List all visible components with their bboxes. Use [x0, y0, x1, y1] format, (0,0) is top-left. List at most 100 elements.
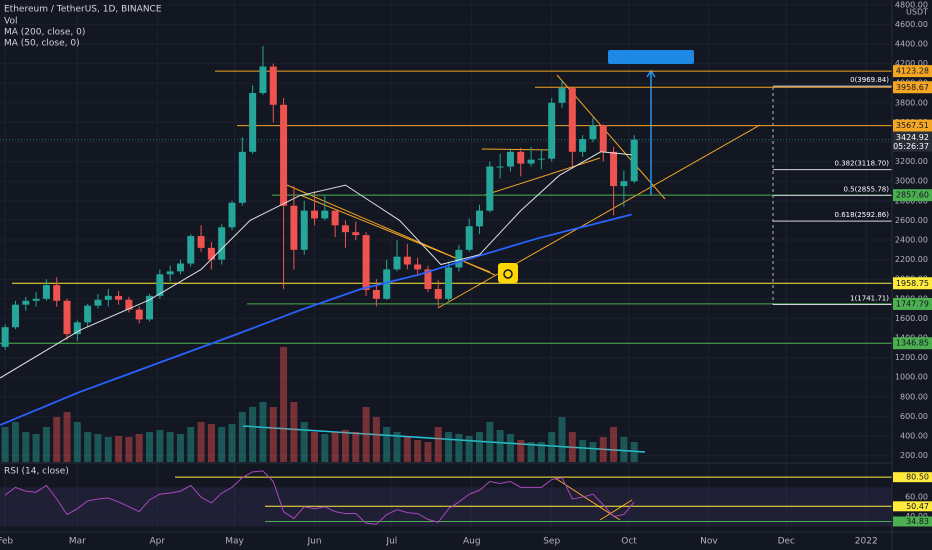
y-tick-label: 200.00: [900, 451, 928, 460]
volume-bar: [146, 432, 154, 462]
candle-body: [362, 235, 370, 290]
candle-body: [414, 264, 422, 270]
drawings: [0, 50, 892, 522]
measure-box: [608, 50, 694, 64]
fib-label: 0.382(3118.70): [835, 160, 890, 168]
candle-body: [527, 159, 535, 164]
candle-body: [372, 289, 380, 299]
candle-body: [568, 88, 576, 152]
candle-body: [537, 158, 545, 160]
y-tick-label: 3800.00: [895, 98, 928, 107]
candle-body: [630, 139, 638, 182]
volume-bar: [290, 402, 298, 462]
candle-body: [496, 166, 504, 168]
x-tick-label: Mar: [69, 537, 86, 547]
candle-body: [63, 300, 71, 335]
candle-body: [280, 104, 288, 206]
candle-body: [94, 299, 102, 306]
y-tick-label: 2200.00: [895, 255, 928, 264]
volume-bar: [104, 437, 112, 462]
volume-bar: [311, 432, 319, 462]
x-tick-label: Sep: [543, 537, 560, 547]
x-tick-label: Nov: [700, 537, 718, 547]
volume-bar: [269, 407, 277, 462]
volume-bar: [1, 427, 9, 462]
volume-bar: [228, 424, 236, 462]
candle-body: [146, 295, 154, 320]
volume-bar: [455, 434, 463, 462]
candle-body: [445, 267, 453, 299]
candle-body: [331, 210, 339, 226]
volume-bar: [218, 427, 226, 462]
marks: [0, 45, 638, 525]
candle-body: [300, 210, 308, 250]
volume-bar: [280, 347, 288, 462]
volume-bar: [517, 440, 525, 462]
volume-bar: [393, 432, 401, 462]
rsi-trendline: [599, 499, 633, 521]
countdown-label: 05:26:37: [893, 142, 929, 151]
candle-body: [599, 125, 607, 152]
candle-body: [383, 269, 391, 299]
y-tick-label: 1600.00: [895, 314, 928, 323]
candle-body: [104, 295, 112, 300]
volume-bar: [11, 422, 19, 462]
moving-average: [0, 151, 632, 379]
volume-bar: [115, 436, 123, 462]
candle-body: [620, 181, 628, 187]
candle-body: [32, 298, 40, 301]
volume-bar: [176, 434, 184, 462]
volume-bar: [579, 440, 587, 462]
candle-body: [238, 151, 246, 203]
volume-bar: [465, 436, 473, 462]
level-label: 1346.85: [896, 339, 929, 348]
candle-body: [476, 210, 484, 227]
volume-bar: [445, 432, 453, 462]
volume-bar: [84, 432, 92, 462]
y-tick-label: 4800.00: [895, 0, 928, 9]
volume-bar: [434, 427, 442, 462]
fib-label: 1(1741.71): [850, 295, 889, 303]
y-tick-label: 4200.00: [895, 59, 928, 68]
y-tick-label: 2400.00: [895, 236, 928, 245]
volume-bar: [135, 434, 143, 462]
y-tick-label: 4600.00: [895, 20, 928, 29]
y-tick-label: 4400.00: [895, 40, 928, 49]
volume-bar: [341, 430, 349, 462]
rsi-legend: RSI (14, close): [4, 467, 69, 477]
candle-body: [321, 210, 329, 219]
volume-bar: [321, 434, 329, 462]
candle-body: [197, 236, 205, 248]
level-tag: [893, 119, 932, 132]
candle-body: [228, 202, 236, 228]
y-tick-label: 2600.00: [895, 216, 928, 225]
y-tick-label: 1200.00: [895, 353, 928, 362]
candle-body: [73, 322, 81, 335]
rsi-level-label: 80.50: [906, 473, 929, 482]
level-tag: [893, 65, 932, 78]
volume-bar: [362, 407, 370, 462]
candle-body: [610, 151, 618, 187]
x-tick-label: Apr: [149, 537, 165, 547]
volume-bar: [53, 417, 61, 462]
volume-bar: [259, 402, 267, 462]
volume-bar: [166, 432, 174, 462]
candle-body: [579, 139, 587, 152]
x-tick-label: Dec: [778, 537, 795, 547]
candle-body: [1, 327, 9, 347]
volume-bar: [249, 407, 257, 462]
candle-body: [517, 151, 525, 164]
volume-bar: [568, 432, 576, 462]
candle-body: [135, 309, 143, 320]
trendline: [481, 148, 556, 151]
x-tick-label: 2022: [855, 537, 878, 547]
price-label: 3424.92: [896, 133, 929, 142]
level-label: 3958.67: [896, 83, 929, 92]
camera-icon[interactable]: [498, 263, 518, 283]
x-tick-label: May: [225, 537, 244, 547]
level-label: 2857.60: [896, 191, 929, 200]
volume-bar: [424, 442, 432, 462]
